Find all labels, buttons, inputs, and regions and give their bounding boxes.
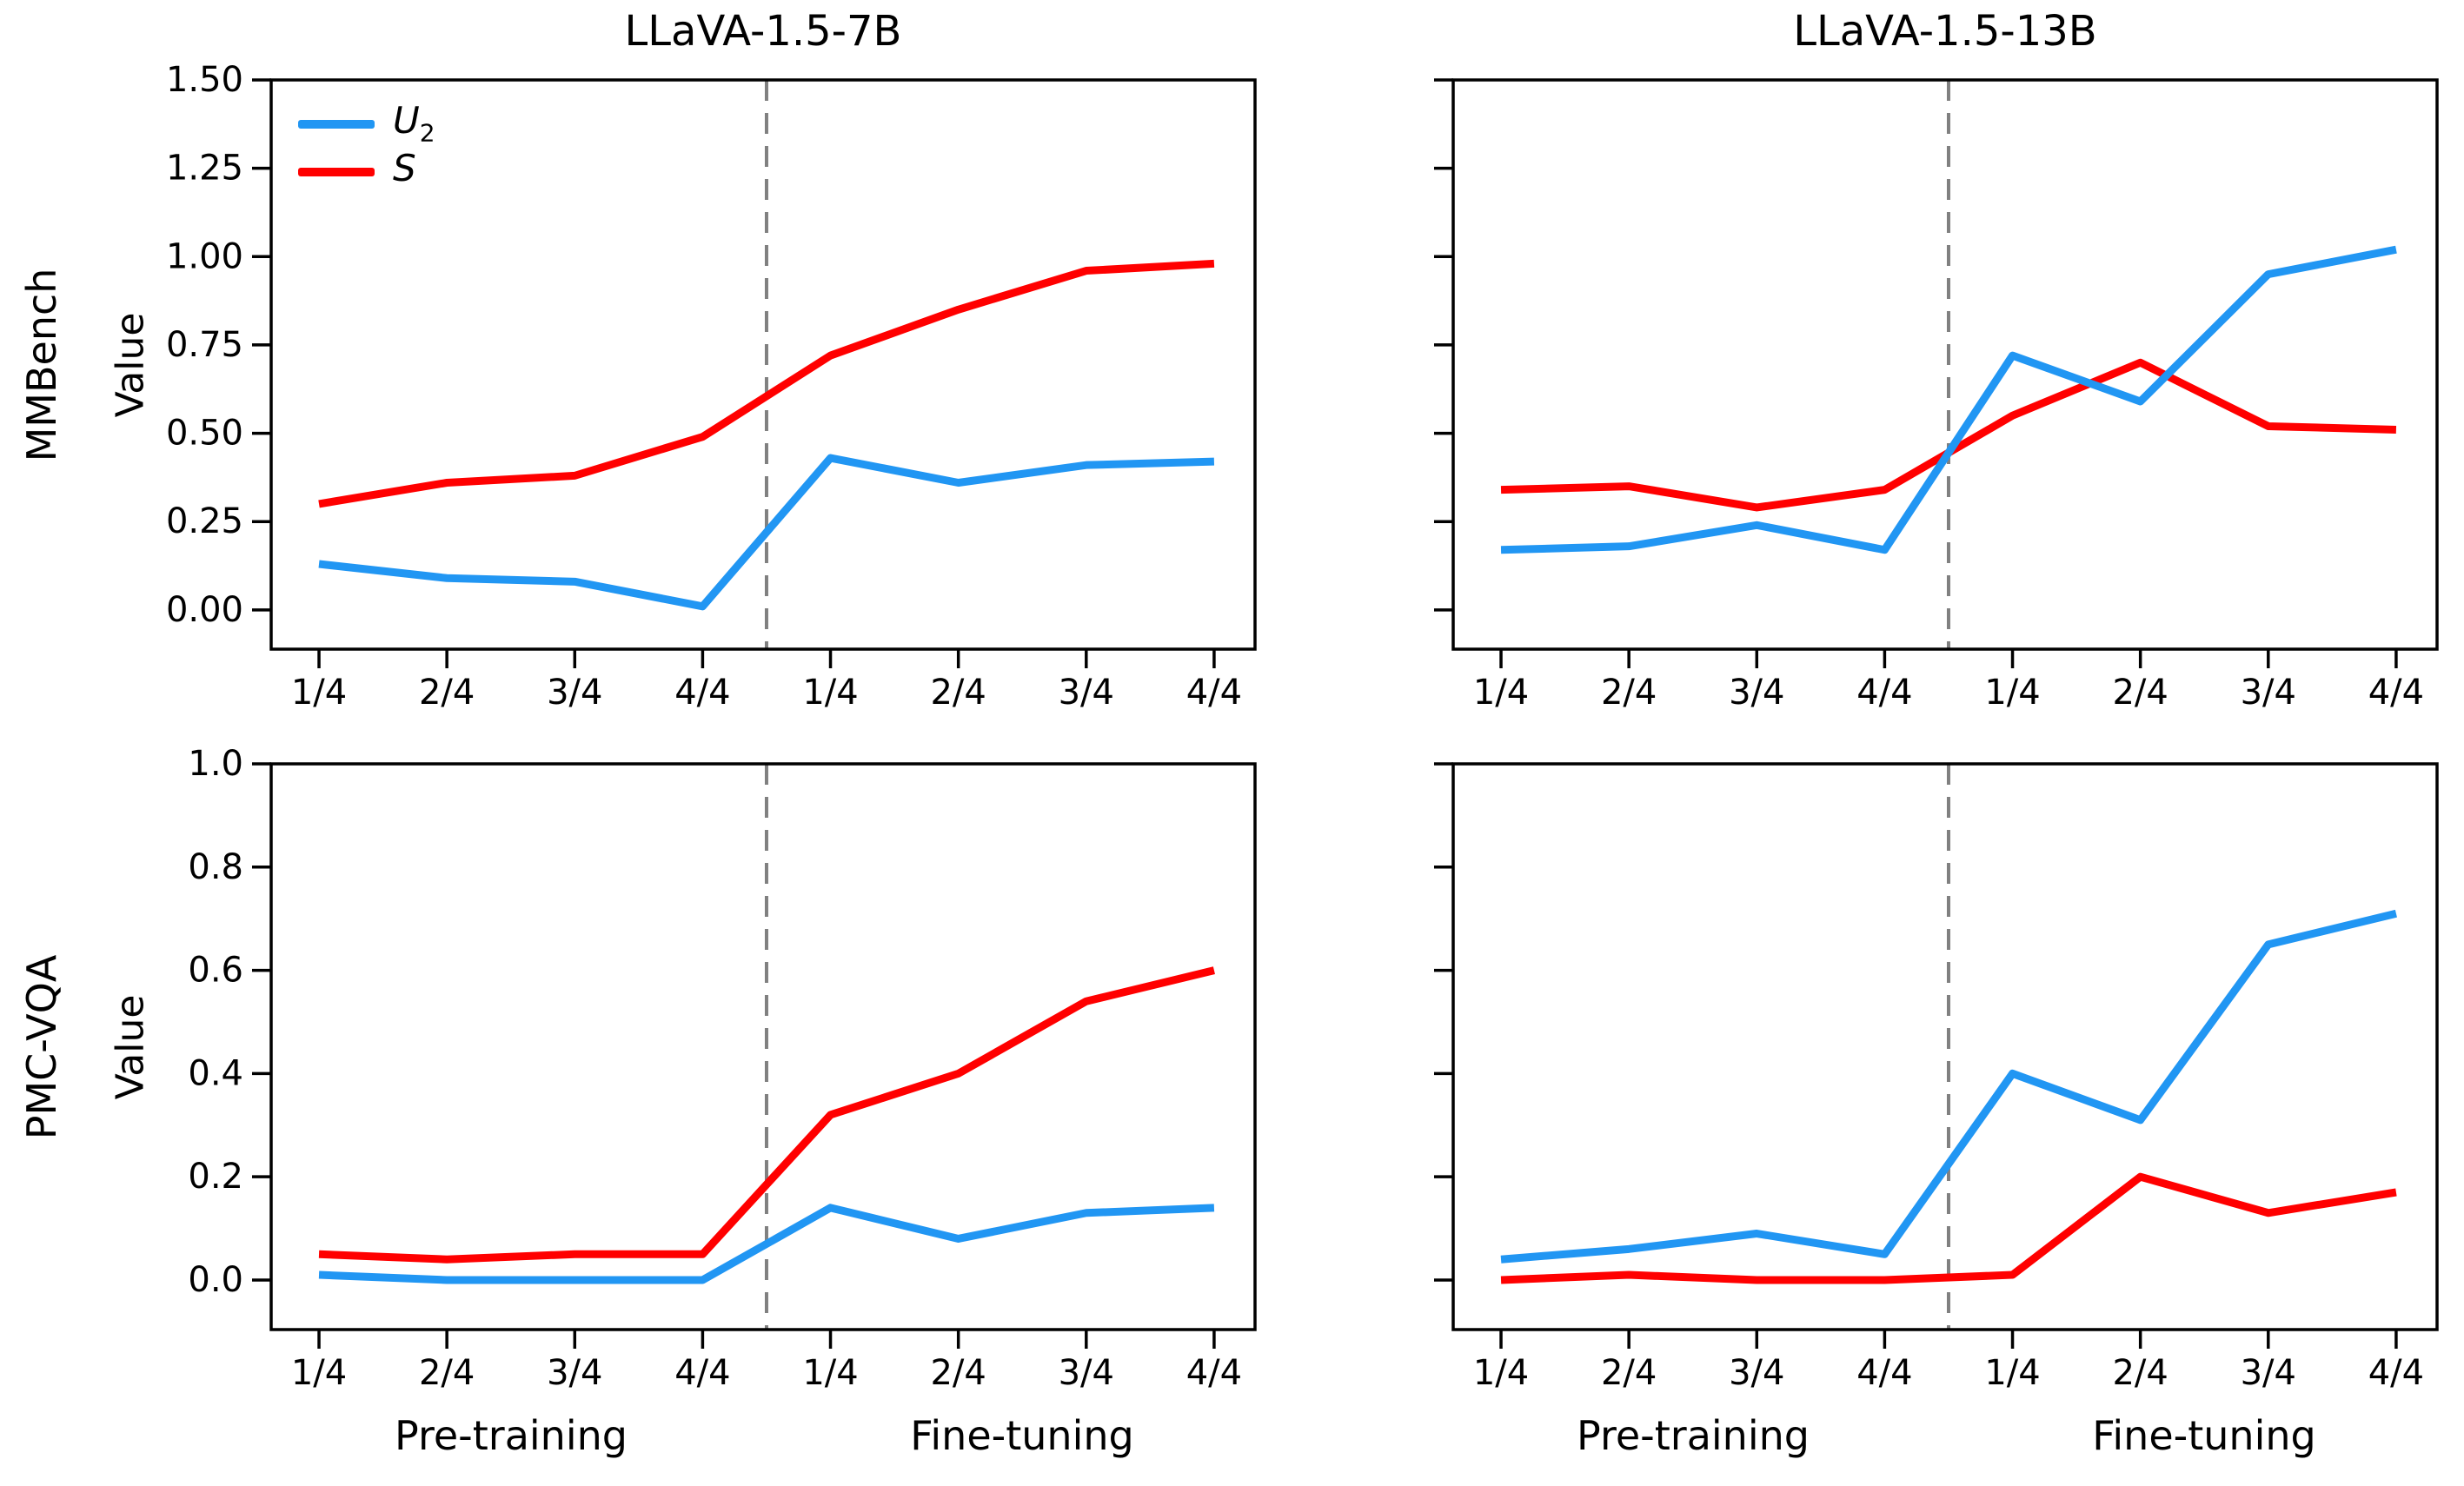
axes-frame bbox=[269, 78, 1257, 651]
legend-label-s: S bbox=[393, 147, 416, 195]
y-tick-label: 0.0 bbox=[188, 1260, 243, 1300]
x-tick-label: 1/4 bbox=[802, 673, 858, 713]
x-tick-label: 3/4 bbox=[547, 673, 602, 713]
legend-swatch-u2 bbox=[298, 120, 375, 129]
y-tick-label: 0.4 bbox=[188, 1053, 243, 1093]
y-tick-label: 0.25 bbox=[166, 501, 243, 541]
x-tick-label: 1/4 bbox=[291, 1353, 347, 1393]
x-tick-label: 1/4 bbox=[802, 1353, 858, 1393]
x-tick-label: 4/4 bbox=[1856, 1353, 1912, 1393]
y-tick-label: 0.8 bbox=[188, 847, 243, 887]
x-tick-label: 3/4 bbox=[1059, 1353, 1114, 1393]
y-axis-label-top: Value bbox=[108, 312, 153, 418]
series-line-s bbox=[318, 966, 1215, 1264]
series-line-u2 bbox=[1500, 909, 2397, 1264]
x-tick-label: 3/4 bbox=[1059, 673, 1114, 713]
legend-label-u2-main: U bbox=[393, 99, 420, 143]
y-tick-label: 1.0 bbox=[188, 744, 243, 784]
row-label-pmcvqa: PMC-VQA bbox=[18, 954, 65, 1140]
chart-pmcvqa-13b: 1/4 2/4 3/4 4/4 1/4 2/4 3/4 4/4 bbox=[1434, 762, 2439, 1393]
phase-label-pretraining-left: Pre-training bbox=[395, 1412, 628, 1459]
y-tick-label: 0.75 bbox=[166, 325, 243, 365]
y-tick-label: 0.50 bbox=[166, 414, 243, 454]
axes-frame bbox=[1451, 762, 2439, 1331]
series-line-u2 bbox=[318, 454, 1215, 611]
series-line-u2 bbox=[1500, 245, 2397, 554]
legend-swatch-s bbox=[298, 168, 375, 176]
phase-label-finetuning-right: Fine-tuning bbox=[2092, 1412, 2316, 1459]
x-tick-label: 3/4 bbox=[1729, 673, 1784, 713]
x-tick-label: 1/4 bbox=[1473, 673, 1529, 713]
x-tick-label: 3/4 bbox=[2241, 673, 2296, 713]
x-tick-label: 2/4 bbox=[2112, 1353, 2168, 1393]
x-tick-label: 1/4 bbox=[1473, 1353, 1529, 1393]
y-tick-label: 0.2 bbox=[188, 1157, 243, 1197]
x-tick-label: 2/4 bbox=[2112, 673, 2168, 713]
legend-label-u2-sub: 2 bbox=[419, 118, 435, 148]
chart-mmbench-13b: 1/4 2/4 3/4 4/4 1/4 2/4 3/4 4/4 bbox=[1434, 78, 2439, 713]
x-tick-label: 4/4 bbox=[1186, 673, 1242, 713]
x-tick-label: 4/4 bbox=[2368, 1353, 2424, 1393]
x-tick-label: 2/4 bbox=[419, 1353, 475, 1393]
chart-title-llava-13b: LLaVA-1.5-13B bbox=[1793, 7, 2097, 56]
y-tick-label: 1.50 bbox=[166, 60, 243, 100]
x-tick-label: 2/4 bbox=[930, 673, 986, 713]
legend-label-u2: U2 bbox=[393, 99, 435, 147]
y-axis-label-bottom: Value bbox=[108, 994, 153, 1100]
y-tick-label: 0.00 bbox=[166, 590, 243, 630]
x-tick-label: 3/4 bbox=[2241, 1353, 2296, 1393]
x-tick-label: 2/4 bbox=[1601, 1353, 1657, 1393]
x-tick-label: 2/4 bbox=[1601, 673, 1657, 713]
x-tick-label: 3/4 bbox=[1729, 1353, 1784, 1393]
chart-title-llava-7b: LLaVA-1.5-7B bbox=[624, 7, 902, 56]
legend-label-s-main: S bbox=[393, 147, 416, 190]
x-tick-label: 2/4 bbox=[930, 1353, 986, 1393]
x-tick-label: 4/4 bbox=[674, 673, 730, 713]
axes-frame bbox=[1451, 78, 2439, 651]
y-tick-label: 1.00 bbox=[166, 236, 243, 276]
series-line-u2 bbox=[318, 1204, 1215, 1284]
chart-pmcvqa-7b: 1.0 0.8 0.6 0.4 0.2 0.0 1/4 2/4 3/4 4/4 1/4 2/4 3/4 4… bbox=[188, 744, 1257, 1393]
chart-mmbench-7b: 1.50 1.25 1.00 0.75 0.50 0.25 0.00 1/4 2/4 3/4 4/4… bbox=[166, 60, 1257, 713]
x-tick-label: 4/4 bbox=[2368, 673, 2424, 713]
y-tick-label: 0.6 bbox=[188, 951, 243, 991]
x-tick-label: 1/4 bbox=[291, 673, 347, 713]
x-tick-label: 1/4 bbox=[1984, 1353, 2040, 1393]
row-label-mmbench: MMBench bbox=[18, 268, 65, 462]
x-tick-label: 2/4 bbox=[419, 673, 475, 713]
axes-frame bbox=[269, 762, 1257, 1331]
x-tick-label: 4/4 bbox=[1186, 1353, 1242, 1393]
phase-label-finetuning-left: Fine-tuning bbox=[910, 1412, 1134, 1459]
x-tick-label: 4/4 bbox=[674, 1353, 730, 1393]
y-tick-label: 1.25 bbox=[166, 149, 243, 189]
series-line-s bbox=[318, 259, 1215, 508]
phase-label-pretraining-right: Pre-training bbox=[1577, 1412, 1810, 1459]
x-tick-label: 3/4 bbox=[547, 1353, 602, 1393]
x-tick-label: 1/4 bbox=[1984, 673, 2040, 713]
series-line-s bbox=[1500, 1172, 2397, 1284]
x-tick-label: 4/4 bbox=[1856, 673, 1912, 713]
